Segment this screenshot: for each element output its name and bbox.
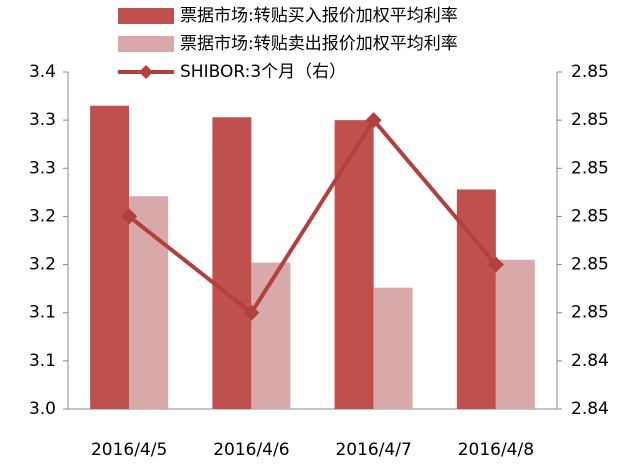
y2-tick-label: 2.85 xyxy=(571,255,609,275)
marker xyxy=(243,304,260,321)
y-tick-label: 3.4 xyxy=(29,62,56,82)
y2-tick-label: 2.84 xyxy=(571,351,609,371)
y2-tick-label: 2.85 xyxy=(571,206,609,226)
y2-tick-label: 2.85 xyxy=(571,62,609,82)
y-tick-label: 3.0 xyxy=(29,399,56,419)
y-tick-label: 3.2 xyxy=(29,206,56,226)
y2-tick-label: 2.85 xyxy=(571,158,609,178)
bar xyxy=(129,196,169,409)
y-tick-label: 3.1 xyxy=(29,351,56,371)
legend-swatch xyxy=(118,36,174,52)
y2-tick-label: 2.85 xyxy=(571,303,609,323)
x-tick-label: 2016/4/8 xyxy=(458,440,534,460)
y-tick-label: 3.1 xyxy=(29,303,56,323)
y2-tick-label: 2.84 xyxy=(571,399,609,419)
bar xyxy=(373,287,413,409)
legend-label: 票据市场:转贴买入报价加权平均利率 xyxy=(180,6,458,26)
y2-tick-label: 2.85 xyxy=(571,110,609,130)
y-tick-label: 3.3 xyxy=(29,110,56,130)
line xyxy=(127,116,498,316)
marker xyxy=(487,256,504,273)
legend-marker xyxy=(139,65,153,79)
bar xyxy=(251,262,291,409)
x-tick-label: 2016/4/7 xyxy=(335,440,411,460)
bar xyxy=(334,120,374,410)
marker xyxy=(121,208,138,225)
bar xyxy=(90,105,130,409)
marker xyxy=(365,112,382,129)
legend-label: 票据市场:转贴卖出报价加权平均利率 xyxy=(180,34,458,54)
bar xyxy=(495,259,535,409)
bar xyxy=(212,117,252,410)
y-tick-label: 3.2 xyxy=(29,255,56,275)
legend-label: SHIBOR:3个月（右） xyxy=(180,62,346,82)
x-tick-label: 2016/4/5 xyxy=(91,440,167,460)
x-tick-label: 2016/4/6 xyxy=(213,440,289,460)
legend-swatch xyxy=(118,8,174,24)
y-tick-label: 3.3 xyxy=(29,158,56,178)
